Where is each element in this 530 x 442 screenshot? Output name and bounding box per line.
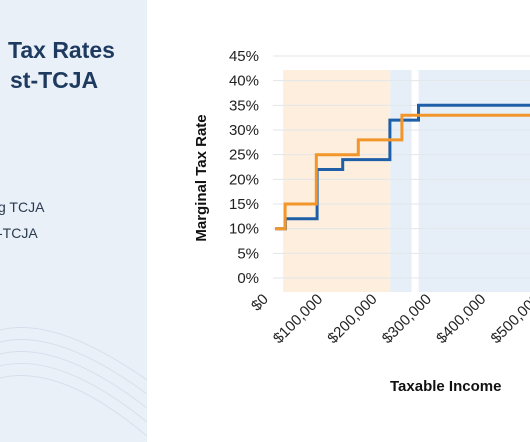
- y-tick-label-3: 15%: [229, 196, 259, 213]
- y-tick-label-1: 5%: [237, 245, 259, 262]
- title-line-2: st-TCJA: [10, 67, 99, 93]
- band-2: [418, 70, 530, 292]
- series-lines: [275, 103, 530, 231]
- x-axis-label: Taxable Income: [390, 378, 501, 395]
- y-tick-label-0: 0%: [237, 270, 259, 287]
- y-tick-label-6: 30%: [229, 122, 259, 139]
- shaded-bands: [283, 70, 530, 292]
- side-panel: Tax Rates st-TCJA g TCJA -TCJA: [0, 0, 147, 442]
- x-tick-label-1: $100,000: [270, 291, 326, 347]
- y-tick-label-5: 25%: [229, 147, 259, 164]
- x-axis-ticks: $0$100,000$200,000$300,000$400,000$500,0…: [248, 291, 530, 347]
- series-line-2: [275, 113, 530, 231]
- legend-item-1: g TCJA: [0, 199, 45, 215]
- y-tick-label-4: 20%: [229, 171, 259, 188]
- band-0: [283, 70, 391, 292]
- y-axis-ticks: 0% 5% 10% 15% 20% 25% 30% 35% 40% 45%: [229, 48, 259, 287]
- chart: 0%5%10%15%20%25%30%35%40%45% $0$100,000$…: [193, 48, 530, 395]
- y-tick-label-2: 10%: [229, 221, 259, 238]
- title-line-1: Tax Rates: [8, 37, 115, 63]
- x-tick-label-2: $200,000: [324, 291, 380, 347]
- x-tick-label-3: $300,000: [379, 291, 435, 347]
- band-1: [390, 70, 412, 292]
- y-tick-label-8: 40%: [229, 73, 259, 90]
- x-tick-label-0: $0: [248, 291, 272, 315]
- y-tick-label-7: 35%: [229, 97, 259, 114]
- y-tick-label-9: 45%: [229, 48, 259, 65]
- x-tick-label-4: $400,000: [433, 291, 489, 347]
- decorative-waves: [0, 326, 147, 437]
- legend-item-2: -TCJA: [0, 225, 38, 241]
- x-tick-label-5: $500,000: [488, 291, 530, 347]
- y-axis-label: Marginal Tax Rate: [193, 114, 210, 241]
